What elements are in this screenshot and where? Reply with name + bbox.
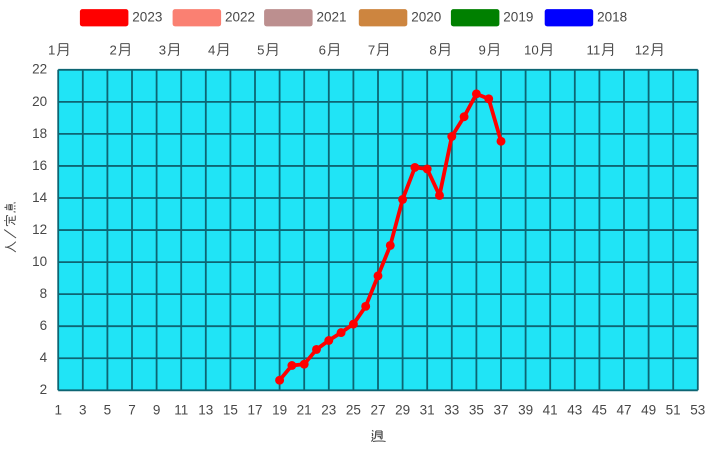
svg-text:14: 14: [32, 190, 48, 205]
svg-text:5: 5: [104, 402, 112, 417]
svg-text:4: 4: [40, 350, 48, 365]
svg-text:35: 35: [469, 402, 484, 417]
svg-text:10: 10: [32, 254, 47, 269]
svg-text:2021: 2021: [317, 10, 347, 25]
svg-text:6: 6: [319, 42, 326, 57]
svg-text:43: 43: [567, 402, 582, 417]
svg-text:25: 25: [346, 402, 361, 417]
svg-text:20: 20: [32, 94, 47, 109]
svg-text:7: 7: [128, 402, 136, 417]
svg-text:11: 11: [174, 402, 188, 417]
svg-text:23: 23: [321, 402, 336, 417]
svg-text:13: 13: [198, 402, 213, 417]
svg-text:1: 1: [48, 42, 55, 57]
svg-text:49: 49: [641, 402, 656, 417]
svg-text:18: 18: [32, 126, 47, 141]
svg-text:2022: 2022: [225, 10, 255, 25]
svg-text:8: 8: [429, 42, 436, 57]
svg-text:15: 15: [223, 402, 238, 417]
svg-text:1: 1: [54, 402, 62, 417]
svg-text:2018: 2018: [597, 10, 627, 25]
svg-text:41: 41: [543, 402, 558, 417]
svg-text:2019: 2019: [503, 10, 533, 25]
svg-text:6: 6: [40, 318, 48, 333]
svg-text:53: 53: [690, 402, 705, 417]
svg-text:39: 39: [518, 402, 533, 417]
svg-text:21: 21: [297, 402, 312, 417]
svg-text:45: 45: [592, 402, 607, 417]
svg-text:27: 27: [370, 402, 385, 417]
svg-text:2020: 2020: [411, 10, 441, 25]
svg-text:22: 22: [32, 62, 47, 77]
svg-text:3: 3: [159, 42, 166, 57]
svg-text:19: 19: [272, 402, 287, 417]
svg-text:47: 47: [616, 402, 631, 417]
svg-text:7: 7: [368, 42, 375, 57]
svg-text:51: 51: [666, 402, 681, 417]
svg-text:37: 37: [493, 402, 508, 417]
svg-text:3: 3: [79, 402, 87, 417]
svg-text:4: 4: [208, 42, 215, 57]
svg-text:16: 16: [32, 158, 47, 173]
svg-text:11: 11: [586, 42, 600, 57]
svg-text:2: 2: [110, 42, 117, 57]
svg-text:8: 8: [40, 286, 48, 301]
svg-text:2023: 2023: [132, 10, 162, 25]
svg-text:10: 10: [524, 42, 539, 57]
svg-text:9: 9: [479, 42, 486, 57]
svg-text:12: 12: [32, 222, 47, 237]
svg-text:2: 2: [40, 382, 48, 397]
svg-text:29: 29: [395, 402, 410, 417]
svg-text:17: 17: [247, 402, 262, 417]
svg-text:31: 31: [420, 402, 435, 417]
svg-text:12: 12: [635, 42, 650, 57]
svg-text:9: 9: [153, 402, 161, 417]
svg-text:5: 5: [257, 42, 264, 57]
svg-text:33: 33: [444, 402, 459, 417]
